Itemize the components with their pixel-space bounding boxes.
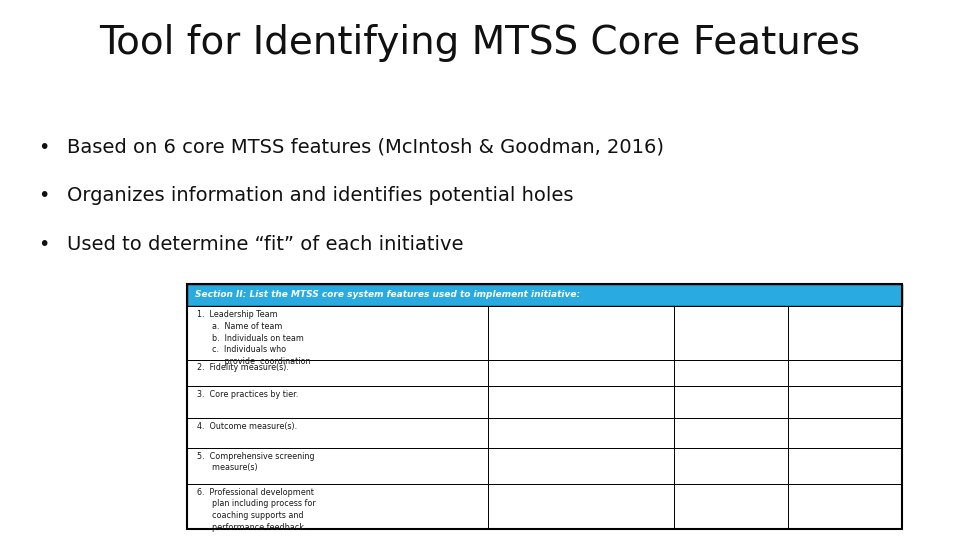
Bar [488, 484, 674, 529]
Bar [187, 448, 488, 484]
Text: Based on 6 core MTSS features (McIntosh & Goodman, 2016): Based on 6 core MTSS features (McIntosh … [67, 138, 664, 157]
Text: 3.  Core practices by tier.: 3. Core practices by tier. [197, 390, 298, 399]
Bar [488, 386, 674, 418]
Text: 4.  Outcome measure(s).: 4. Outcome measure(s). [197, 422, 297, 431]
Text: •: • [38, 235, 50, 254]
Text: •: • [38, 186, 50, 205]
Bar [788, 306, 902, 360]
Bar [187, 484, 488, 529]
Bar [674, 360, 788, 386]
Text: Organizes information and identifies potential holes: Organizes information and identifies pot… [67, 186, 574, 205]
Bar [187, 306, 488, 360]
Bar [788, 386, 902, 418]
Text: 6.  Professional development
      plan including process for
      coaching sup: 6. Professional development plan includi… [197, 488, 316, 532]
Bar [488, 360, 674, 386]
Text: Used to determine “fit” of each initiative: Used to determine “fit” of each initiati… [67, 235, 464, 254]
Bar [187, 284, 902, 306]
Bar [674, 448, 788, 484]
Bar [788, 418, 902, 448]
Text: 1.  Leadership Team
      a.  Name of team
      b.  Individuals on team
      c: 1. Leadership Team a. Name of team b. In… [197, 310, 310, 366]
Text: Section II: List the MTSS core system features used to implement initiative:: Section II: List the MTSS core system fe… [195, 291, 580, 299]
Bar [187, 284, 902, 529]
Text: 5.  Comprehensive screening
      measure(s): 5. Comprehensive screening measure(s) [197, 451, 314, 472]
Bar [674, 418, 788, 448]
Bar [488, 448, 674, 484]
Bar [788, 484, 902, 529]
Bar [788, 448, 902, 484]
Text: Tool for Identifying MTSS Core Features: Tool for Identifying MTSS Core Features [100, 24, 860, 62]
Bar [187, 360, 488, 386]
Bar [674, 484, 788, 529]
Bar [788, 360, 902, 386]
Bar [488, 418, 674, 448]
Bar [187, 418, 488, 448]
Bar [187, 386, 488, 418]
Bar [488, 306, 674, 360]
Bar [674, 386, 788, 418]
Bar [674, 306, 788, 360]
Text: •: • [38, 138, 50, 157]
Text: 2.  Fidelity measure(s).: 2. Fidelity measure(s). [197, 363, 289, 373]
